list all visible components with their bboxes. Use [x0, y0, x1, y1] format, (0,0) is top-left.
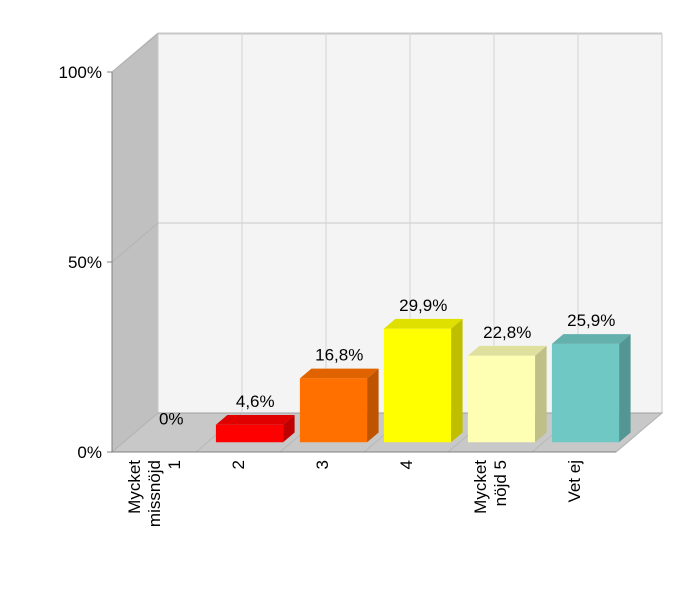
bar-side: [451, 318, 463, 443]
category-label-line: 4: [397, 460, 416, 469]
category-label: Mycket nöjd 5: [471, 460, 510, 514]
bar-top: [215, 415, 295, 425]
category-label: 4: [397, 460, 416, 469]
bar-top: [467, 345, 547, 356]
category-label: 2: [229, 460, 248, 469]
bar-front: [299, 378, 368, 443]
floor-divider: [111, 412, 159, 453]
value-label: 16,8%: [315, 346, 363, 365]
value-label: 0%: [159, 410, 184, 429]
gridline-side: [111, 222, 159, 263]
bar-top: [551, 334, 631, 344]
category-label-line: Vet ej: [565, 460, 584, 503]
category-label-line: 1: [165, 460, 184, 469]
category-label-line: 2: [229, 460, 248, 469]
category-label: Mycket missnöjd 1: [125, 460, 184, 527]
bar-front: [215, 424, 284, 443]
value-label: 22,8%: [483, 323, 531, 342]
y-tick-label: 100%: [59, 63, 102, 82]
floor-divider: [615, 412, 663, 453]
category-label-line: Mycket: [471, 460, 490, 514]
category-label-line: 3: [313, 460, 332, 469]
category-label-line: Mycket: [125, 460, 144, 514]
value-label: 25,9%: [567, 311, 615, 330]
bar-side: [367, 368, 379, 443]
gridline-side: [111, 32, 159, 73]
y-tick-label: 0%: [77, 443, 102, 462]
value-label: 4,6%: [236, 392, 275, 411]
bar-front: [551, 343, 620, 443]
bar-front: [467, 355, 536, 443]
bar-side: [535, 345, 547, 443]
bar-top: [383, 318, 463, 329]
bars: [215, 318, 631, 443]
y-axis-ticks: 0% 50% 100%: [59, 63, 112, 462]
category-label: Vet ej: [565, 460, 584, 503]
bar-front: [383, 328, 452, 443]
bar-side: [283, 415, 295, 443]
bar-top: [299, 368, 379, 379]
category-label-line: nöjd 5: [491, 460, 510, 506]
value-label: 29,9%: [399, 296, 447, 315]
bar-side: [619, 334, 631, 443]
category-labels: Mycket missnöjd 1 2 3 4 Mycket nöjd 5 Vet ej: [125, 460, 584, 527]
value-labels: 0% 4,6% 16,8% 29,9% 22,8% 25,9%: [159, 296, 615, 429]
y-tick-label: 50%: [68, 253, 102, 272]
category-label: 3: [313, 460, 332, 469]
category-label-line: missnöjd: [145, 460, 164, 527]
